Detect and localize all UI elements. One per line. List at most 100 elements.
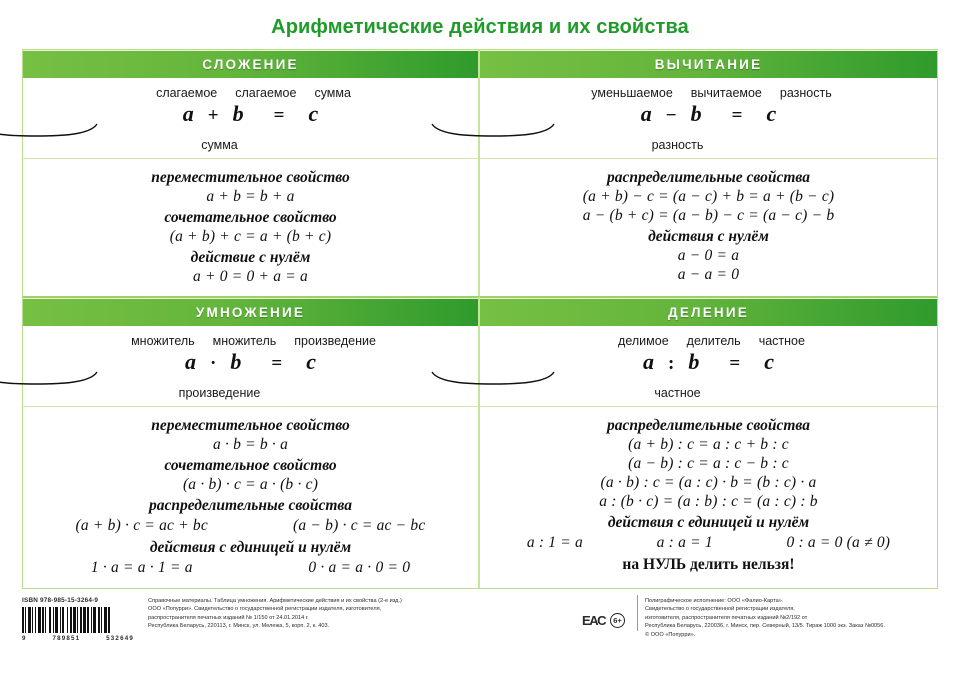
property-formula: a + 0 = 0 + a = a	[193, 268, 308, 285]
equals-sign: =	[271, 353, 283, 374]
page-title: Арифметические действия и их свойства	[271, 16, 689, 38]
multiplication-equation: a · b = c	[23, 349, 478, 375]
section-header-addition: СЛОЖЕНИЕ	[23, 50, 478, 78]
property-formula: (a − b) · c = ac − bc	[293, 517, 426, 534]
property-formula: (a · b) · c = a · (b · c)	[182, 476, 319, 493]
property-title: действие с нулём	[190, 249, 311, 266]
quadrant-subtraction: ВЫЧИТАНИЕ уменьшаемое вычитаемое разност…	[431, 50, 937, 296]
barcode-icon	[22, 606, 140, 633]
property-formula: a − (b + c) = (a − b) − c = (a − c) − b	[582, 207, 835, 224]
underbrace-icon	[431, 371, 555, 385]
term-label-middle: множитель	[212, 334, 277, 348]
imprint-line: Свидетельство о государственной регистра…	[645, 606, 795, 613]
operator-icon: +	[207, 105, 219, 126]
subtraction-brace-label: разность	[651, 138, 704, 152]
operand-c: c	[306, 349, 316, 374]
property-formula-row: a : 1 = a a : a = 1 0 : a = 0 (a ≠ 0)	[490, 533, 927, 553]
property-formula: (a · b) : c = (a : c) · b = (b : c) · a	[600, 474, 817, 491]
operand-c: c	[764, 349, 774, 374]
addition-term-labels: слагаемое слагаемое сумма	[23, 86, 478, 100]
quadrant-multiplication: УМНОЖЕНИЕ множитель множитель произведен…	[0, 296, 480, 588]
multiplication-brace	[0, 371, 111, 385]
property-formula: (a + b) · c = ac + bc	[75, 517, 208, 534]
multiplication-brace-label: произведение	[178, 386, 261, 400]
operations-grid: СЛОЖЕНИЕ слагаемое слагаемое сумма a + b…	[0, 49, 938, 589]
division-anatomy: делимое делитель частное a : b = c частн…	[431, 326, 937, 407]
eac-mark-icon: EAC	[582, 613, 606, 629]
isbn-block: ISBN 978-985-15-3264-9 9 789851 532649	[22, 595, 140, 643]
division-term-labels: делимое делитель частное	[480, 334, 937, 348]
property-formula: 1 · a = a · 1 = a	[90, 559, 193, 576]
section-header-division: ДЕЛЕНИЕ	[480, 298, 937, 326]
certification-marks: EAC 6+	[582, 611, 625, 631]
multiplication-properties: переместительное свойство a · b = b · a …	[23, 407, 478, 588]
property-title: переместительное свойство	[151, 169, 350, 186]
barcode-digit-group-mid: 789851	[52, 634, 81, 642]
barcode-digit-group-left: 9	[22, 634, 27, 642]
imprint-right: Полиграфическое исполнение: ООО «Фалио-К…	[638, 595, 938, 639]
operand-b: b	[690, 101, 702, 126]
underbrace-icon	[0, 371, 98, 385]
barcode-digit-group-right: 532649	[106, 634, 134, 642]
barcode-digits: 9 789851 532649	[22, 634, 134, 643]
subtraction-equation: a − b = c	[480, 101, 937, 127]
property-formula: a : a = 1	[656, 534, 713, 551]
property-title: действия с нулём	[648, 228, 769, 245]
imprint-left: Справочные материалы. Таблица умножения.…	[140, 595, 638, 631]
isbn-text: ISBN 978-985-15-3264-9	[22, 597, 99, 604]
operator-icon: ·	[210, 353, 217, 374]
operator-icon: −	[665, 105, 677, 126]
term-label-left: слагаемое	[156, 86, 218, 100]
property-formula-row: (a + b) · c = ac + bc (a − b) · c = ac −…	[33, 516, 468, 536]
underbrace-icon	[0, 123, 98, 137]
quadrant-division: ДЕЛЕНИЕ делимое делитель частное a : b =…	[431, 296, 937, 588]
property-formula: a + b = b + a	[206, 188, 295, 205]
division-warning: на НУЛЬ делить нельзя!	[622, 556, 795, 573]
property-title: действия с единицей и нулём	[149, 539, 352, 556]
term-label-right: частное	[758, 334, 805, 348]
addition-anatomy: слагаемое слагаемое сумма a + b = c сумм…	[0, 78, 478, 159]
property-formula: (a + b) + c = a + (b + c)	[169, 228, 332, 245]
property-formula: 0 : a = 0 (a ≠ 0)	[786, 534, 891, 551]
footer: ISBN 978-985-15-3264-9 9 789851 532649	[22, 595, 938, 643]
imprint-line: распространителя печатных изданий № 1/15…	[148, 614, 309, 621]
property-formula: a : (b · c) = (a : b) : c = (a : c) : b	[599, 493, 818, 510]
quadrant-addition: СЛОЖЕНИЕ слагаемое слагаемое сумма a + b…	[0, 50, 480, 296]
imprint-line: Справочные материалы. Таблица умножения.…	[148, 598, 402, 604]
imprint-line: изготовителя, распространителя печатных …	[645, 614, 808, 621]
imprint-line: Республика Беларусь, 220036, г. Минск, п…	[645, 623, 885, 630]
term-label-middle: вычитаемое	[690, 86, 762, 100]
term-label-middle: делитель	[686, 334, 741, 348]
division-brace-label: частное	[654, 386, 701, 400]
property-formula: (a + b) : c = a : c + b : c	[628, 436, 789, 453]
subtraction-anatomy: уменьшаемое вычитаемое разность a − b = …	[431, 78, 937, 159]
addition-brace	[0, 123, 111, 137]
multiplication-anatomy: множитель множитель произведение a · b =…	[0, 326, 478, 407]
subtraction-brace	[418, 123, 568, 137]
operator-icon: :	[668, 353, 675, 374]
operand-a: a	[185, 349, 197, 374]
property-formula: (a − b) : c = a : c − b : c	[628, 455, 789, 472]
property-formula-row: 1 · a = a · 1 = a 0 · a = a · 0 = 0	[33, 558, 468, 578]
section-header-multiplication: УМНОЖЕНИЕ	[23, 298, 478, 326]
division-equation: a : b = c	[480, 349, 937, 375]
equals-sign: =	[731, 105, 743, 126]
operand-b: b	[232, 101, 244, 126]
imprint-line: ООО «Попурри». Свидетельство о государст…	[148, 606, 382, 613]
property-title: распределительные свойства	[149, 497, 352, 514]
section-header-subtraction: ВЫЧИТАНИЕ	[480, 50, 937, 78]
equals-sign: =	[729, 353, 741, 374]
term-label-middle: слагаемое	[235, 86, 297, 100]
addition-properties: переместительное свойство a + b = b + a …	[23, 159, 478, 296]
property-title: переместительное свойство	[151, 417, 350, 434]
operand-a: a	[182, 101, 194, 126]
imprint-line: Республика Беларусь, 220113, г. Минск, у…	[148, 623, 330, 630]
term-label-left: множитель	[131, 334, 195, 348]
property-formula: a : 1 = a	[526, 534, 583, 551]
division-properties: распределительные свойства (a + b) : c =…	[480, 407, 937, 583]
property-title: распределительные свойства	[607, 169, 810, 186]
operand-a: a	[640, 101, 652, 126]
age-rating-badge: 6+	[610, 613, 625, 629]
term-label-right: произведение	[294, 334, 376, 348]
